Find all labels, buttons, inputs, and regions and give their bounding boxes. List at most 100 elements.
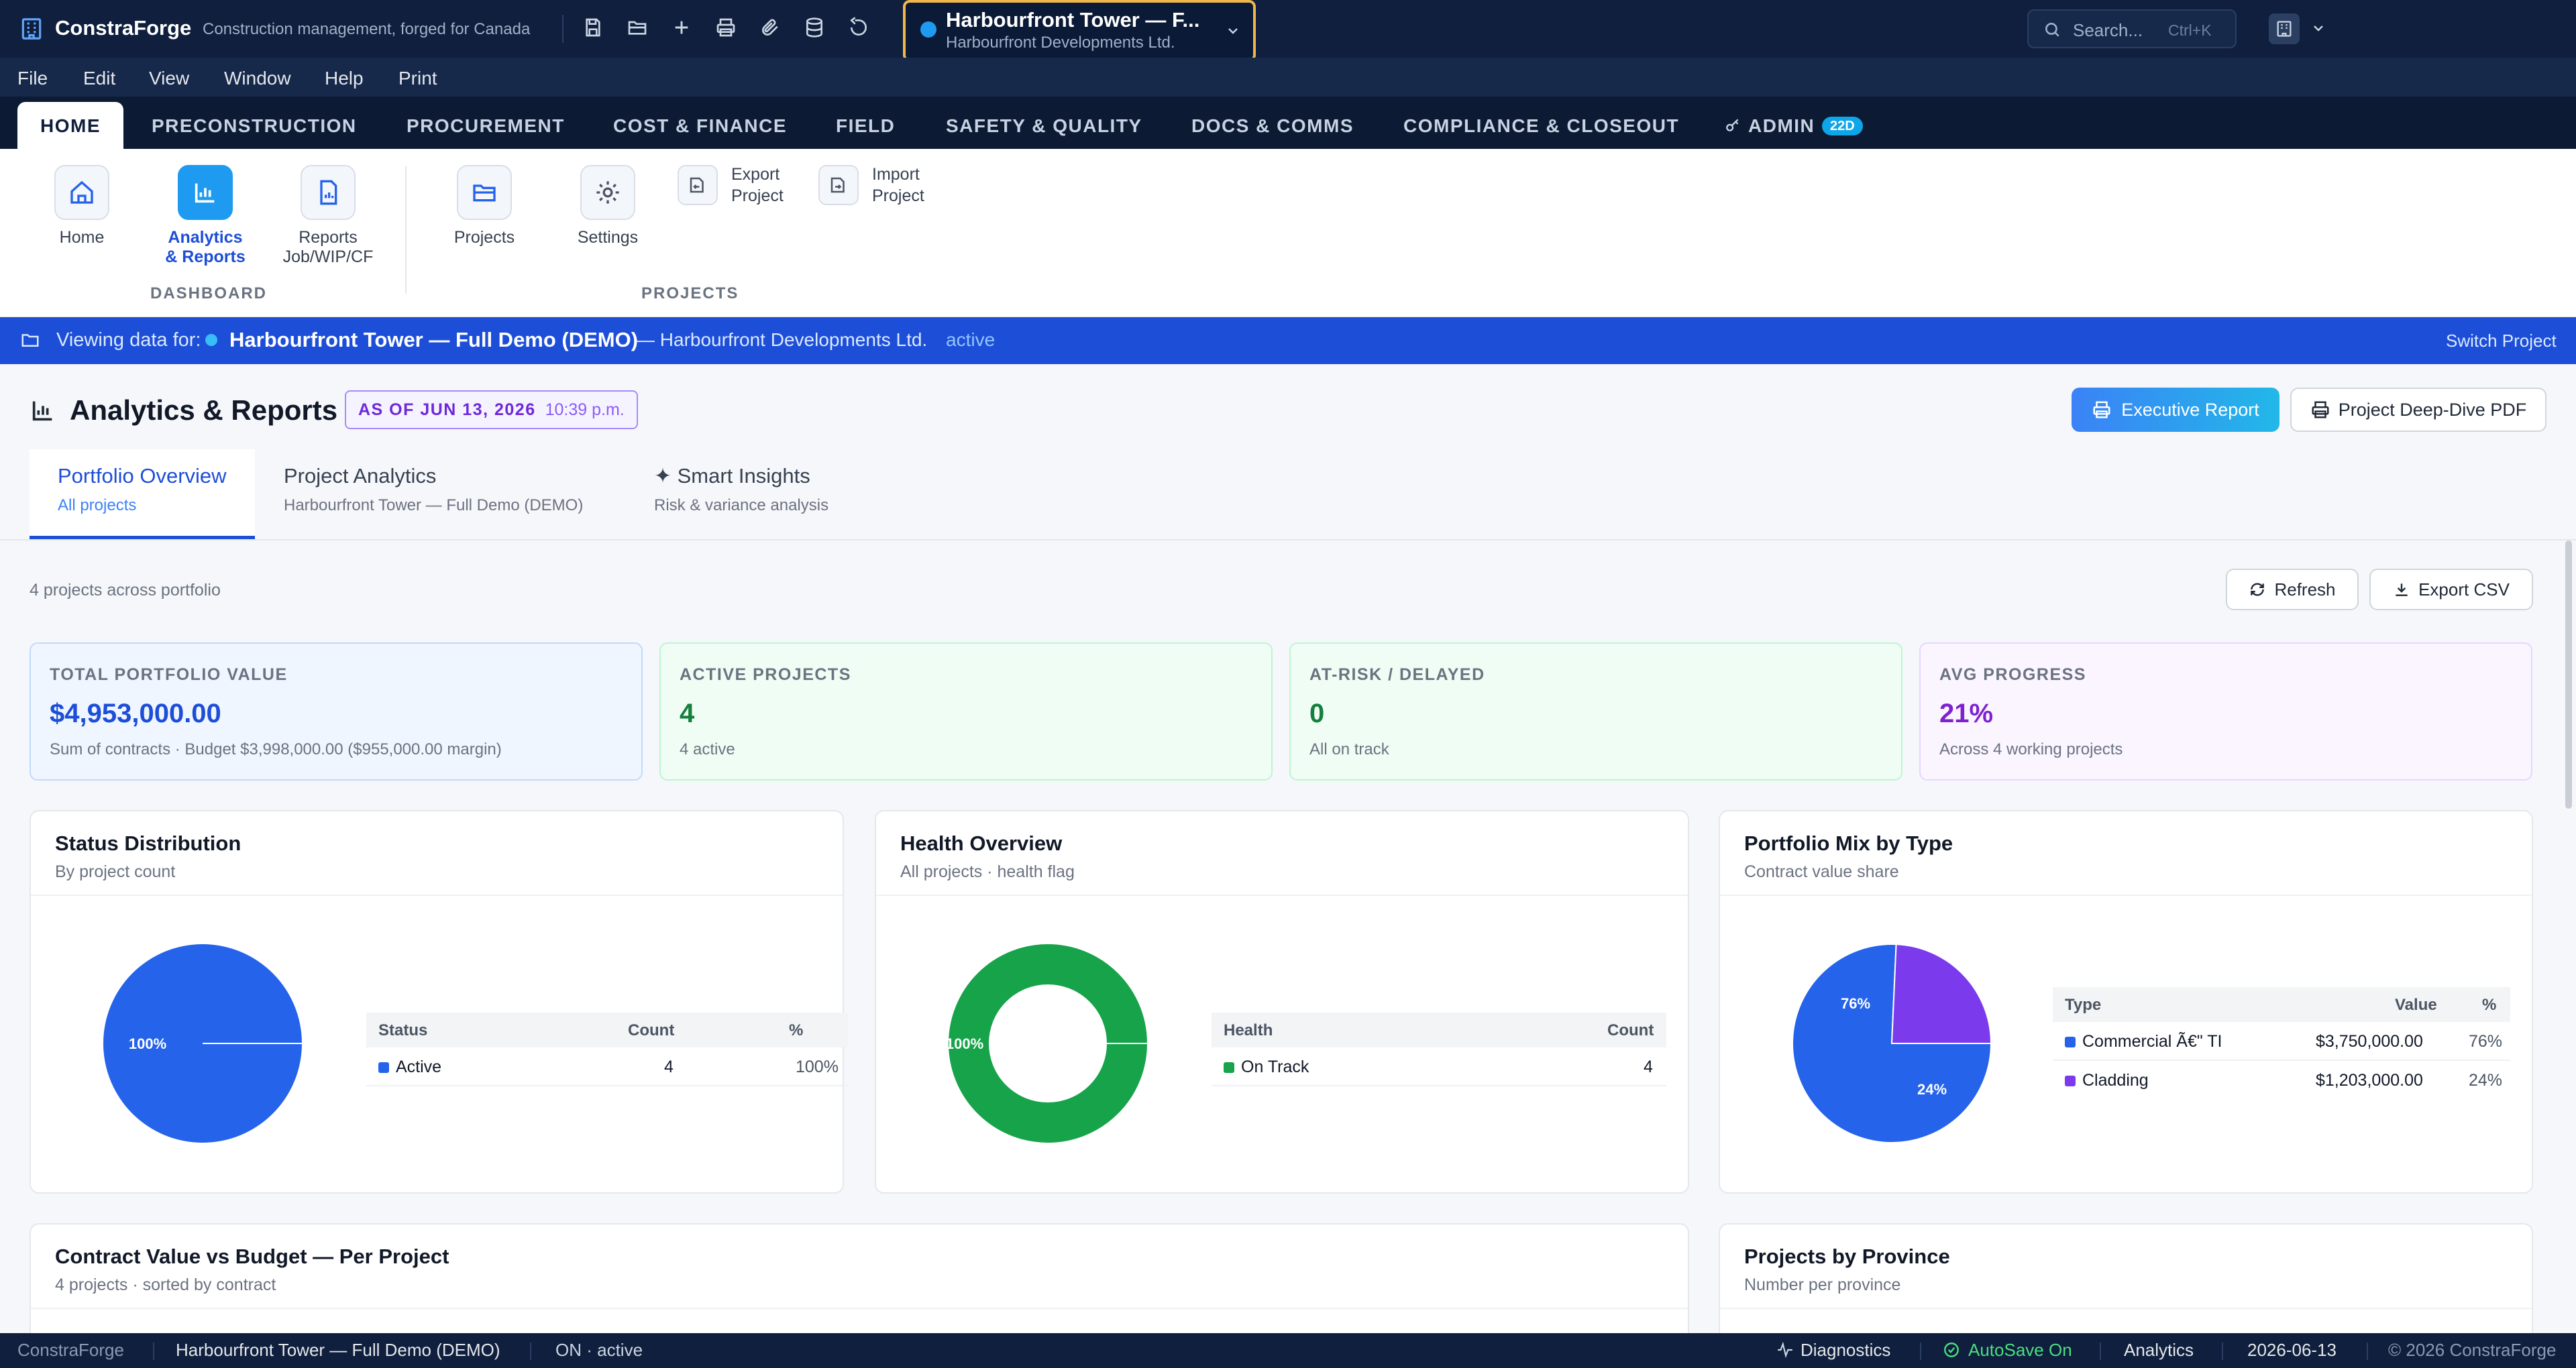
tab-smart-insights[interactable]: ✦ Smart Insights Risk & variance analysi… [654,464,829,514]
refresh-button[interactable]: Refresh [2226,569,2359,610]
database-icon[interactable] [804,17,828,41]
download-icon [2396,583,2408,596]
print-icon[interactable] [715,17,739,41]
tab-home[interactable]: HOME [17,102,123,150]
mix-pie-chart: 76% 24% [1792,944,1992,1143]
ribbon-projects-button[interactable]: Projects [444,165,525,247]
import-project-label[interactable]: Import Project [872,165,924,205]
viewing-project-name: Harbourfront Tower — Full Demo (DEMO) [229,328,639,351]
ribbon-analytics-button[interactable]: Analytics & Reports [158,165,252,267]
company-icon[interactable] [2269,13,2300,44]
title-bar: ConstraForge Construction management, fo… [0,0,2576,62]
chevron-down-icon [1225,23,1241,39]
ribbon-settings-button[interactable]: Settings [568,165,648,247]
menu-file[interactable]: File [17,68,48,89]
viewing-prefix: Viewing data for: [56,329,201,351]
import-project-icon[interactable] [818,165,859,205]
pie-slice-label: 76% [1841,995,1870,1012]
pie-slice-1[interactable] [949,944,1147,1143]
contract-vs-budget-title: Contract Value vs Budget — Per Project [55,1245,449,1268]
status-chart-subtitle: By project count [55,862,176,881]
mix-table-header: Type Value % [2053,987,2510,1022]
menu-view[interactable]: View [149,68,190,89]
health-table-header: Health Count [1212,1013,1666,1047]
scrollbar-thumb[interactable] [2565,540,2572,809]
executive-report-button[interactable]: Executive Report [2072,388,2279,432]
kpi-active-projects: ACTIVE PROJECTS 4 4 active [659,642,1273,781]
tab-preconstruction[interactable]: PRECONSTRUCTION [152,115,357,136]
menu-bar [0,58,2576,97]
tab-portfolio-overview[interactable]: Portfolio Overview All projects [30,449,255,539]
kpi-total-portfolio-value: TOTAL PORTFOLIO VALUE $4,953,000.00 Sum … [30,642,643,781]
as-of-badge: AS OF JUN 13, 2026 10:39 p.m. [345,390,638,429]
mix-chart-subtitle: Contract value share [1744,862,1899,881]
ribbon-home-button[interactable]: Home [43,165,121,247]
search-icon [2043,21,2061,38]
switch-project-link[interactable]: Switch Project [2446,331,2557,351]
diagnostics-button[interactable]: Diagnostics [1801,1340,1891,1360]
tab-project-analytics[interactable]: Project Analytics Harbourfront Tower — F… [284,464,584,514]
status-chart-title: Status Distribution [55,832,241,855]
tab-procurement[interactable]: PROCUREMENT [407,115,565,136]
tab-field[interactable]: FIELD [836,115,896,136]
table-row: Active 4 100% [366,1047,848,1086]
pie-slice-2[interactable] [1890,944,1992,1044]
company-chevron-icon[interactable] [2310,20,2326,36]
report-icon [301,165,356,220]
export-project-icon[interactable] [678,165,718,205]
statusbar-date: 2026-06-13 [2247,1340,2337,1360]
contract-vs-budget-subtitle: 4 projects · sorted by contract [55,1275,276,1294]
analytics-chart-icon [178,165,233,220]
refresh-icon [2251,583,2265,596]
tab-compliance-closeout[interactable]: COMPLIANCE & CLOSEOUT [1403,115,1680,136]
ribbon-group-dashboard: DASHBOARD [150,284,267,302]
folder-icon [20,330,40,350]
status-distribution-card: Status Distribution By project count 100… [30,810,848,1194]
app-tagline: Construction management, forged for Cana… [203,20,531,38]
save-icon[interactable] [582,17,606,41]
project-selector-subtitle: Harbourfront Developments Ltd. [946,34,1175,52]
portfolio-count: 4 projects across portfolio [30,581,221,600]
kpi-avg-progress: AVG PROGRESS 21% Across 4 working projec… [1919,642,2532,781]
admin-badge: 22D [1822,117,1863,135]
project-selector[interactable]: Harbourfront Tower — F... Harbourfront D… [903,0,1256,62]
tab-cost-finance[interactable]: COST & FINANCE [613,115,787,136]
statusbar-app: ConstraForge [17,1340,124,1360]
menu-window[interactable]: Window [224,68,291,89]
tab-docs-comms[interactable]: DOCS & COMMS [1191,115,1354,136]
viewing-status-dot [205,334,217,346]
projects-by-province-subtitle: Number per province [1744,1275,1901,1294]
open-folder-icon[interactable] [627,17,651,41]
kpi-at-risk-delayed: AT-RISK / DELAYED 0 All on track [1289,642,1902,781]
export-csv-button[interactable]: Export CSV [2369,569,2533,610]
module-tabs [0,97,2576,149]
tab-admin[interactable]: ADMIN [1748,115,1815,136]
autosave-status[interactable]: AutoSave On [1968,1340,2072,1360]
tab-safety-quality[interactable]: SAFETY & QUALITY [946,115,1142,136]
statusbar-project: Harbourfront Tower — Full Demo (DEMO) [176,1340,500,1360]
table-row: Commercial Ã€" TI $3,750,000.00 76% [2053,1022,2510,1061]
ribbon-reports-button[interactable]: Reports Job/WIP/CF [276,165,380,267]
page-title: Analytics & Reports [70,394,338,426]
statusbar-module: Analytics [2124,1340,2194,1360]
menu-help[interactable]: Help [325,68,364,89]
search-input[interactable]: Search... Ctrl+K [2027,9,2237,48]
menu-print[interactable]: Print [398,68,437,89]
pie-slice-label: 100% [129,1035,166,1052]
health-overview-card: Health Overview All projects · health fl… [875,810,1689,1194]
statusbar-state: ON · active [555,1340,643,1360]
app-logo-icon [19,16,44,42]
mix-chart-title: Portfolio Mix by Type [1744,832,1953,855]
refresh-icon[interactable] [848,17,872,41]
menu-edit[interactable]: Edit [83,68,116,89]
export-project-label[interactable]: Export Project [731,165,784,205]
deep-dive-pdf-button[interactable]: Project Deep-Dive PDF [2290,388,2546,432]
new-icon[interactable] [671,17,695,41]
status-table-header: Status Count % [366,1013,848,1047]
print-icon [2093,401,2110,418]
statusbar-copyright: © 2026 ConstraForge [2388,1340,2557,1360]
home-icon [54,165,109,220]
check-circle-icon [1943,1341,1960,1359]
portfolio-mix-card: Portfolio Mix by Type Contract value sha… [1719,810,2533,1194]
attachment-icon[interactable] [759,17,784,41]
